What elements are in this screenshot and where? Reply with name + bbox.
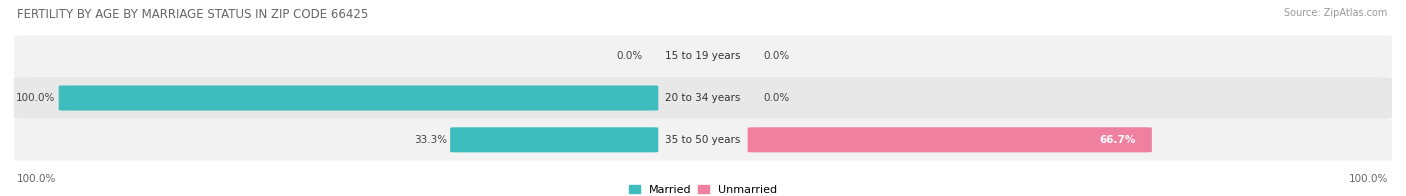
- Text: 0.0%: 0.0%: [763, 93, 790, 103]
- Text: 0.0%: 0.0%: [763, 51, 790, 61]
- Text: FERTILITY BY AGE BY MARRIAGE STATUS IN ZIP CODE 66425: FERTILITY BY AGE BY MARRIAGE STATUS IN Z…: [17, 8, 368, 21]
- FancyBboxPatch shape: [748, 127, 1152, 152]
- Text: 66.7%: 66.7%: [1099, 135, 1136, 145]
- Text: 15 to 19 years: 15 to 19 years: [665, 51, 741, 61]
- Text: 35 to 50 years: 35 to 50 years: [665, 135, 741, 145]
- Legend: Married, Unmarried: Married, Unmarried: [624, 180, 782, 196]
- FancyBboxPatch shape: [14, 77, 1392, 119]
- FancyBboxPatch shape: [59, 85, 658, 111]
- FancyBboxPatch shape: [14, 35, 1392, 77]
- FancyBboxPatch shape: [14, 119, 1392, 161]
- Text: 0.0%: 0.0%: [616, 51, 643, 61]
- Text: 100.0%: 100.0%: [15, 93, 55, 103]
- FancyBboxPatch shape: [450, 127, 658, 152]
- Text: 100.0%: 100.0%: [17, 174, 56, 184]
- Text: 20 to 34 years: 20 to 34 years: [665, 93, 741, 103]
- Text: 33.3%: 33.3%: [413, 135, 447, 145]
- Text: Source: ZipAtlas.com: Source: ZipAtlas.com: [1284, 8, 1388, 18]
- Text: 100.0%: 100.0%: [1348, 174, 1388, 184]
